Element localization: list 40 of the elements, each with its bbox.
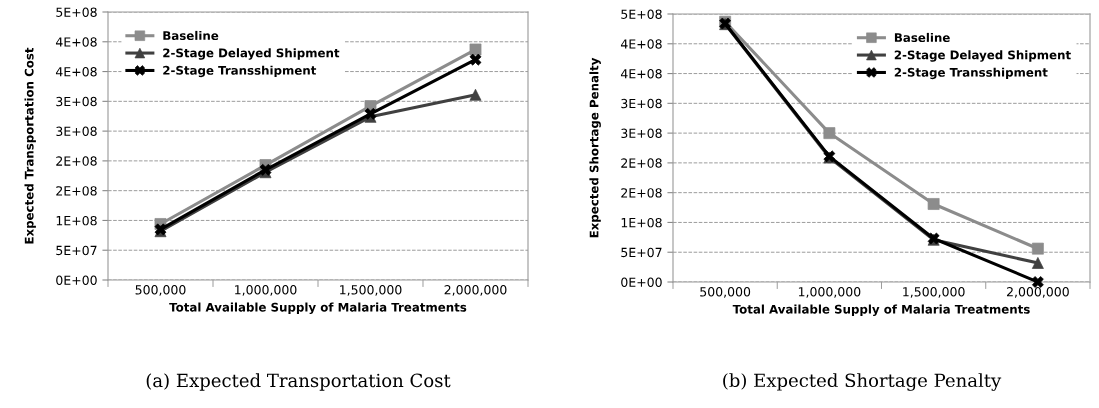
legend-label: Baseline (163, 30, 219, 41)
text: (a) Expected Transportation Cost (146, 373, 451, 391)
legend-label: 2-Stage Delayed Shipment (894, 50, 1071, 62)
y-tick-label: 3E+08 (56, 126, 97, 137)
legend-label: 2-Stage Delayed Shipment (163, 48, 340, 60)
y-axis-title: Expected Shortage Penalty (589, 57, 601, 238)
y-tick-label: 5E+08 (56, 7, 97, 17)
legend-label: 2-Stage Transshipment (163, 65, 317, 78)
y-tick-label: 4E+08 (55, 67, 97, 77)
x-tick-label: 1,500,000 (340, 285, 402, 296)
legend-label: Baseline (894, 32, 950, 43)
x-tick-label: 500,000 (700, 287, 751, 298)
x-axis-title: Total Available Supply of Malaria Treatments (732, 304, 1030, 317)
y-tick-label: 2E+08 (621, 188, 662, 198)
y-tick-label: 4E+08 (55, 37, 97, 47)
y-tick-label: 4E+08 (620, 69, 662, 79)
y-tick-label: 0E+00 (621, 277, 662, 287)
y-axis-title: Expected Transportation Cost (24, 47, 36, 244)
x-tick-label: 500,000 (135, 285, 186, 296)
y-tick-label: 1E+08 (621, 217, 662, 228)
x-tick-label: 2,000,000 (1006, 287, 1069, 298)
y-tick-label: 3E+08 (621, 128, 662, 139)
x-tick-label: 1,000,000 (235, 285, 297, 296)
y-tick-label: 3E+08 (56, 96, 97, 107)
y-tick-label: 2E+08 (621, 158, 662, 168)
y-tick-label: 3E+08 (621, 98, 662, 109)
y-tick-label: 1E+08 (56, 215, 97, 226)
text: (b) Expected Shortage Penalty (723, 373, 1002, 391)
y-tick-label: 2E+08 (56, 186, 97, 196)
x-axis-title: Total Available Supply of Malaria Treatments (169, 302, 467, 315)
y-tick-label: 5E+07 (621, 247, 662, 258)
y-tick-label: 5E+07 (56, 245, 97, 256)
y-tick-label: 2E+08 (56, 156, 97, 166)
y-tick-label: 0E+00 (56, 275, 97, 285)
y-tick-label: 5E+08 (621, 9, 662, 19)
x-tick-label: 1,500,000 (903, 287, 965, 298)
legend-label: 2-Stage Transshipment (894, 67, 1048, 80)
x-tick-label: 1,000,000 (798, 287, 861, 298)
x-tick-label: 2,000,000 (444, 285, 507, 296)
y-tick-label: 4E+08 (620, 39, 662, 49)
